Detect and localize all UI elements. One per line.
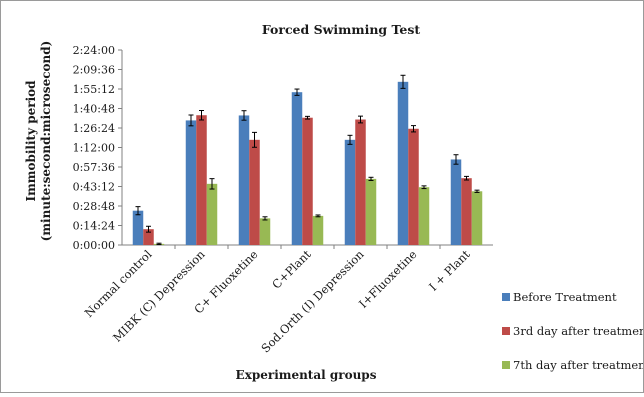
legend-swatch <box>502 293 510 301</box>
legend: Before Treatment 3rd day after treatment 7… <box>502 290 644 372</box>
bar <box>397 81 409 246</box>
bar <box>238 115 250 245</box>
bar <box>344 139 356 245</box>
y-axis-title-line1: Immobility period <box>24 80 38 202</box>
bar <box>259 218 271 245</box>
bar <box>312 215 324 245</box>
x-tick-label: C+Plant <box>269 247 314 292</box>
y-tick-label: 0:00:00 <box>73 239 115 252</box>
bar <box>408 128 419 245</box>
bar <box>461 178 472 245</box>
y-axis-title-line2: (minute:second:microsecond) <box>39 41 53 242</box>
bar <box>249 139 260 245</box>
chart-title: Forced Swimming Test <box>262 22 421 37</box>
bar <box>196 115 207 245</box>
bar <box>185 120 197 245</box>
legend-swatch <box>502 361 510 369</box>
bar <box>143 229 154 245</box>
bar <box>355 119 366 245</box>
y-tick-label: 0:28:48 <box>73 200 115 213</box>
bar <box>450 159 462 245</box>
bar <box>365 178 377 245</box>
bar <box>206 183 218 245</box>
bar <box>291 92 303 245</box>
y-tick-label: 1:12:00 <box>73 142 115 155</box>
y-tick-label: 1:55:12 <box>73 83 115 96</box>
x-tick-label: I + Plant <box>426 247 473 294</box>
legend-swatch <box>502 327 510 335</box>
x-tick-label: MIBK (C) Depression <box>110 247 208 345</box>
bar <box>302 117 313 245</box>
bar <box>471 191 483 245</box>
legend-label: Before Treatment <box>513 290 617 304</box>
y-tick-label: 1:26:24 <box>73 122 115 135</box>
y-tick-label: 1:40:48 <box>73 103 115 116</box>
bar-series <box>132 74 483 246</box>
bar <box>418 187 430 245</box>
y-tick-label: 0:14:24 <box>73 220 115 233</box>
y-axis-ticks: 0:00:00 0:14:24 0:28:48 0:43:12 0:57:36 1:12:… <box>73 44 122 252</box>
y-tick-label: 0:43:12 <box>73 181 115 194</box>
legend-label: 3rd day after treatment <box>513 324 643 338</box>
x-axis-title: Experimental groups <box>236 368 377 382</box>
legend-label: 7th day after treatment <box>513 358 643 372</box>
bar <box>132 210 144 245</box>
x-tick-label: Sod.Orth (I) Depression <box>258 247 367 356</box>
y-tick-label: 2:09:36 <box>73 64 115 77</box>
y-tick-label: 2:24:00 <box>73 44 115 57</box>
y-tick-label: 0:57:36 <box>73 161 115 174</box>
